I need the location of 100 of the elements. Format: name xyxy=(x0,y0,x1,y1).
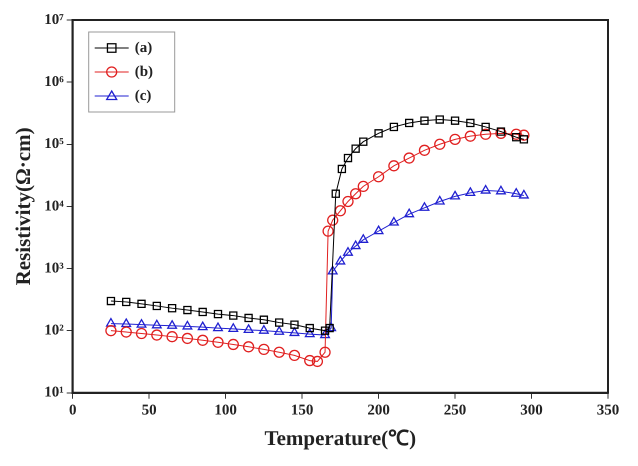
point xyxy=(106,296,116,306)
x-tick-label: 0 xyxy=(68,402,76,419)
point xyxy=(464,130,476,142)
point xyxy=(229,311,238,320)
point xyxy=(312,356,324,368)
point xyxy=(136,328,148,340)
point xyxy=(244,324,254,334)
point xyxy=(306,324,314,332)
point xyxy=(228,323,238,332)
point xyxy=(152,302,161,310)
y-tick-label: 10³ xyxy=(44,260,64,276)
point xyxy=(518,130,530,141)
point xyxy=(450,190,460,200)
point xyxy=(510,128,522,140)
point xyxy=(152,320,162,328)
point xyxy=(182,332,194,344)
x-tick-label: 50 xyxy=(142,402,157,419)
point xyxy=(351,144,360,153)
x-tick-label: 100 xyxy=(214,402,237,419)
point xyxy=(335,256,346,265)
point xyxy=(436,115,444,124)
point xyxy=(374,129,383,138)
point xyxy=(213,322,223,332)
point xyxy=(350,240,361,250)
point xyxy=(274,346,285,358)
point xyxy=(212,336,224,348)
y-tick-label: 10² xyxy=(44,322,64,339)
point xyxy=(106,318,116,327)
point xyxy=(404,208,414,218)
point xyxy=(388,216,399,226)
point xyxy=(511,188,522,197)
point xyxy=(325,324,334,332)
point xyxy=(372,171,384,182)
point xyxy=(167,320,178,329)
point xyxy=(404,152,415,164)
point xyxy=(322,225,334,237)
point xyxy=(390,122,398,132)
point xyxy=(359,138,368,146)
point xyxy=(465,187,476,196)
point xyxy=(136,318,146,328)
point xyxy=(289,327,300,336)
point xyxy=(319,346,331,358)
point xyxy=(151,329,162,341)
point xyxy=(512,133,520,142)
point xyxy=(374,225,384,234)
point xyxy=(358,234,368,243)
point xyxy=(258,344,270,356)
point xyxy=(449,134,461,145)
legend-label: (a) xyxy=(134,40,152,56)
point xyxy=(496,186,506,194)
point xyxy=(496,127,506,136)
point xyxy=(388,160,400,172)
x-tick-label: 300 xyxy=(520,402,543,419)
point xyxy=(214,310,222,318)
point xyxy=(520,135,528,144)
y-axis-title: Resistivity(Ω·cm) xyxy=(11,127,36,286)
point xyxy=(332,190,340,198)
legend-label: (c) xyxy=(134,88,152,104)
point xyxy=(358,180,369,192)
point xyxy=(481,122,490,132)
point xyxy=(404,118,414,128)
point xyxy=(197,334,208,346)
point xyxy=(182,320,192,330)
point xyxy=(198,308,207,316)
point xyxy=(168,304,176,312)
point xyxy=(288,350,300,362)
point xyxy=(495,128,507,139)
point xyxy=(120,326,132,338)
point xyxy=(274,318,284,327)
point xyxy=(344,154,352,162)
point xyxy=(518,190,529,199)
point xyxy=(290,320,299,329)
point xyxy=(450,116,460,125)
point xyxy=(338,164,346,174)
point xyxy=(105,325,117,336)
point xyxy=(480,128,492,140)
point xyxy=(258,325,269,334)
point xyxy=(466,118,475,128)
legend-label: (b) xyxy=(134,64,154,80)
y-tick-label: 10⁷ xyxy=(44,12,64,28)
point xyxy=(121,318,132,328)
point xyxy=(343,247,353,256)
point xyxy=(328,266,338,275)
point xyxy=(350,188,362,200)
point xyxy=(419,202,430,211)
point xyxy=(320,329,330,338)
y-tick-label: 10⁵ xyxy=(44,136,64,152)
point xyxy=(420,116,429,125)
point xyxy=(198,321,208,330)
y-tick-label: 10⁶ xyxy=(44,74,64,90)
x-axis-title: Temperature(℃) xyxy=(264,426,416,450)
point xyxy=(304,328,315,338)
point xyxy=(166,331,178,342)
point xyxy=(327,214,338,226)
x-tick-label: 350 xyxy=(596,402,620,419)
point xyxy=(304,354,316,366)
x-tick-label: 150 xyxy=(290,402,314,419)
point xyxy=(418,144,430,156)
point xyxy=(434,138,446,150)
y-tick-label: 10¹ xyxy=(44,384,64,401)
